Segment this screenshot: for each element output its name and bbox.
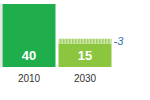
- svg-text:2030: 2030: [74, 73, 97, 84]
- svg-text:-3: -3: [114, 35, 125, 47]
- svg-text:40: 40: [22, 48, 36, 63]
- svg-text:15: 15: [78, 48, 92, 63]
- svg-text:2010: 2010: [18, 73, 41, 84]
